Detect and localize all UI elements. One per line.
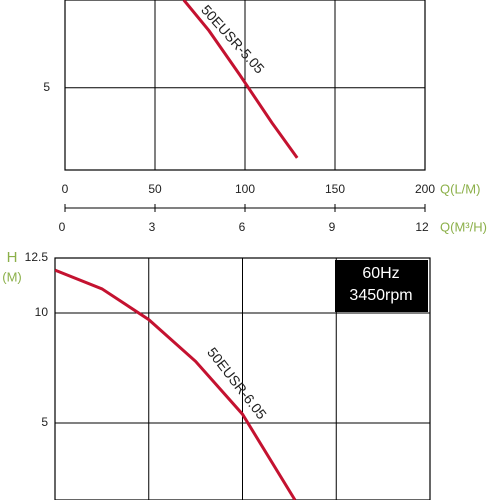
curve: [55, 268, 297, 500]
x2-tick-label: 3: [149, 220, 156, 234]
x2-tick-label: 0: [59, 220, 66, 234]
y-tick-label: 12.5: [25, 250, 49, 264]
x-tick-label: 0: [62, 182, 69, 196]
info-box: [335, 260, 428, 312]
y-axis-title: H: [7, 249, 18, 266]
x-tick-label: 100: [235, 182, 255, 196]
info-text: 60Hz: [362, 265, 399, 282]
y-axis-unit: (M): [2, 269, 22, 284]
x-axis-title: Q(L/M): [440, 181, 480, 196]
x-tick-label: 150: [325, 182, 345, 196]
x2-tick-label: 6: [239, 220, 246, 234]
info-text: 3450rpm: [349, 287, 412, 304]
y-tick-label: 5: [41, 415, 48, 429]
x-tick-label: 200: [415, 182, 435, 196]
x2-tick-label: 9: [329, 220, 336, 234]
x2-axis-title: Q(M³/H): [440, 219, 487, 234]
y-tick-label: 10: [35, 305, 49, 319]
curve: [182, 0, 299, 159]
x2-tick-label: 12: [415, 220, 429, 234]
y-tick-label: 5: [43, 80, 50, 94]
x-tick-label: 50: [148, 182, 162, 196]
